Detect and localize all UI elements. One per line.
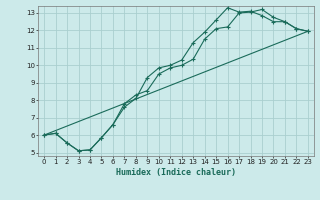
X-axis label: Humidex (Indice chaleur): Humidex (Indice chaleur)	[116, 168, 236, 177]
